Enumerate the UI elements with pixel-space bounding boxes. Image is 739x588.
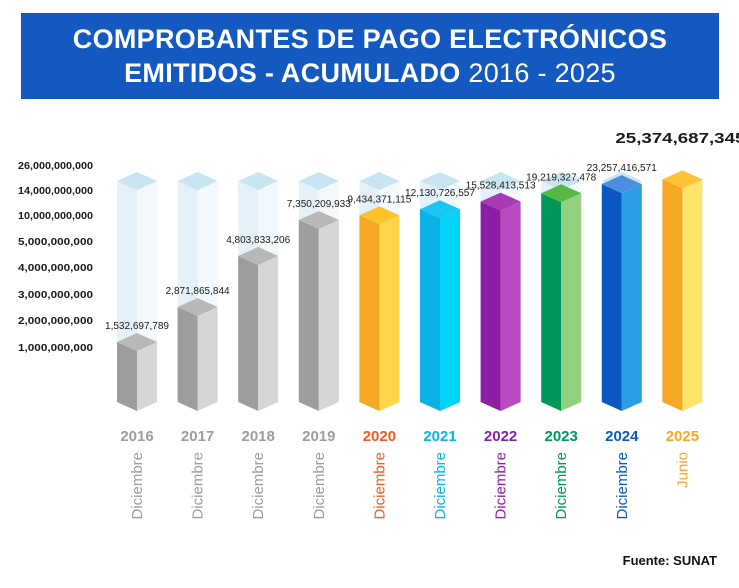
bar-value-label: 1,532,697,789 — [105, 321, 169, 332]
x-month-label: Diciembre — [129, 452, 146, 520]
x-month-label: Diciembre — [311, 452, 328, 520]
ghost-column-top — [359, 172, 400, 190]
bar-top — [541, 184, 582, 203]
x-category-label: 2018 — [242, 428, 275, 445]
x-category-label: 2020 — [363, 428, 396, 445]
chart-title-line-2-years: 2016 - 2025 — [468, 58, 616, 88]
bar-front — [298, 220, 319, 411]
x-month-label: Diciembre — [493, 452, 510, 520]
y-tick-label: 4,000,000,000 — [18, 263, 94, 274]
bar-top — [359, 206, 400, 225]
bar-side — [621, 184, 642, 411]
bar-front — [662, 179, 683, 411]
bar-top — [117, 333, 157, 351]
ghost-column-top — [177, 172, 218, 190]
ghost-column-top — [238, 172, 279, 190]
bar-front — [117, 342, 137, 411]
bar-front — [480, 201, 501, 411]
x-category-label: 2016 — [120, 428, 153, 445]
bar-value-label: 7,350,209,933 — [287, 199, 351, 210]
bar-value-label: 9,434,371,115 — [347, 194, 411, 205]
bar-front — [359, 215, 380, 411]
ghost-column-top — [420, 172, 460, 190]
ghost-column-top — [298, 172, 339, 190]
bar-value-label: 4,803,833,206 — [226, 235, 290, 246]
bar-top — [662, 170, 703, 189]
bar-value-label: 15,528,413,513 — [466, 181, 536, 192]
bar-front — [238, 256, 259, 411]
x-category-label: 2017 — [181, 428, 214, 445]
bar-value-label: 2,871,865,844 — [166, 286, 230, 297]
chart-title-banner: COMPROBANTES DE PAGO ELECTRÓNICOS EMITID… — [21, 13, 719, 99]
x-month-label: Diciembre — [371, 452, 388, 520]
y-tick-label: 10,000,000,000 — [18, 211, 93, 222]
y-tick-label: 5,000,000,000 — [18, 237, 94, 248]
x-category-label: 2021 — [423, 428, 456, 445]
x-category-label: 2019 — [302, 428, 335, 445]
source-note: Fuente: SUNAT — [622, 553, 717, 568]
bar-top — [420, 200, 460, 219]
x-month-label: Diciembre — [553, 452, 570, 520]
bar-side — [379, 215, 400, 411]
bar-side — [682, 179, 703, 411]
ghost-column-top — [117, 172, 157, 190]
bar-value-label: 19,219,327,478 — [526, 172, 596, 183]
chart-title-line-2-bold: EMITIDOS - ACUMULADO — [124, 58, 461, 88]
x-category-label: 2024 — [605, 428, 639, 445]
y-tick-label: 26,000,000,000 — [18, 161, 93, 172]
bar-front — [177, 307, 198, 411]
y-tick-label: 1,000,000,000 — [18, 343, 94, 354]
x-category-label: 2025 — [666, 428, 699, 445]
bar-side — [137, 342, 157, 411]
x-month-label: Diciembre — [250, 452, 267, 520]
y-tick-label: 14,000,000,000 — [18, 186, 93, 197]
x-month-label: Diciembre — [190, 452, 207, 520]
bar-side — [258, 256, 279, 411]
bar-top — [177, 298, 218, 316]
bar-front — [541, 193, 562, 411]
bar-top — [298, 211, 339, 229]
bar-value-label: 23,257,416,571 — [587, 163, 657, 174]
bar-side — [500, 201, 521, 411]
y-tick-label: 3,000,000,000 — [18, 290, 94, 301]
bar-side — [318, 220, 339, 411]
ghost-column-top — [480, 172, 521, 190]
x-month-label: Junio — [674, 452, 691, 488]
bar-front — [420, 209, 440, 411]
x-category-label: 2022 — [484, 428, 517, 445]
bar-top — [601, 175, 642, 194]
bar-top — [480, 192, 521, 211]
x-month-label: Diciembre — [432, 452, 449, 520]
y-tick-label: 2,000,000,000 — [18, 316, 94, 327]
bar-value-label: 25,374,687,345 — [615, 130, 739, 147]
bar-value-label: 12,130,726,557 — [405, 188, 475, 199]
ghost-column-top — [541, 172, 582, 190]
x-month-label: Diciembre — [614, 452, 631, 520]
bar-side — [440, 209, 460, 411]
bar-side — [561, 193, 582, 411]
bar-top — [238, 247, 279, 265]
bar-front — [601, 184, 622, 411]
chart-title-line-1: COMPROBANTES DE PAGO ELECTRÓNICOS — [72, 24, 668, 54]
bar-side — [197, 307, 218, 411]
x-category-label: 2023 — [545, 428, 578, 445]
